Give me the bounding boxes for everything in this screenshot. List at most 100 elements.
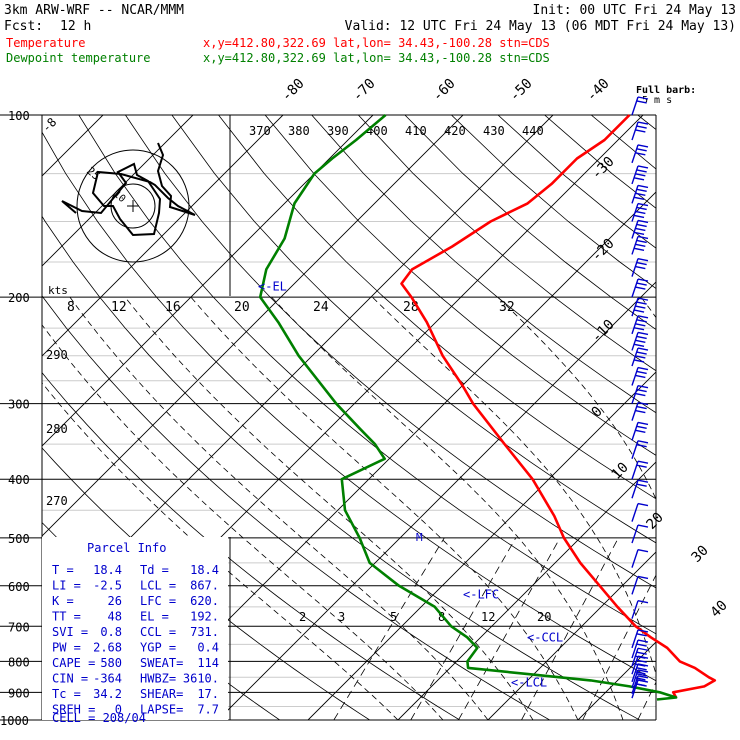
pressure-tick-label: 100 [8, 109, 30, 123]
wind-barb [631, 401, 649, 421]
wind-barb [631, 202, 649, 222]
model-title: 3km ARW-WRF -- NCAR/MMM [4, 3, 184, 18]
wind-barb-feather [637, 202, 649, 207]
wind-barb-feather [636, 351, 647, 355]
wind-barb-feather [636, 169, 647, 173]
upper-scale-label: 24 [313, 300, 329, 315]
wind-barb-feather [637, 421, 649, 426]
dry-adiabat-line [42, 371, 460, 720]
wind-barb-staff [631, 461, 639, 480]
theta-label: 440 [522, 124, 544, 138]
wind-barb-feather [635, 152, 646, 156]
wind-barb-feather [637, 121, 649, 125]
isotherm-label: -60 [430, 76, 459, 105]
hodograph-unit-label: kts [48, 284, 68, 297]
wind-barb-feather [637, 675, 649, 679]
isotherm-line [42, 115, 284, 357]
mixing-ratio-line [710, 538, 740, 720]
wind-barb-feather [636, 683, 647, 687]
wind-barb-feather [635, 192, 646, 197]
wind-barb-feather [637, 647, 649, 651]
wind-barb-staff [631, 96, 639, 116]
wind-barb-staff [631, 440, 639, 459]
wind-barb-feather [637, 460, 649, 464]
theta-label: 370 [249, 124, 271, 138]
theta-label: 420 [444, 124, 466, 138]
wind-barb [631, 440, 649, 459]
parcel-info-cell-0: LI = [52, 579, 81, 593]
isotherm-label: 40 [708, 598, 731, 621]
wind-barb-feather [637, 219, 649, 224]
wind-barb-staff [631, 258, 639, 277]
pressure-tick-label: 800 [8, 655, 30, 669]
wind-barb-staff [631, 297, 639, 317]
wind-barb-feather [636, 651, 647, 655]
wind-barb-feather [637, 366, 649, 371]
wind-barb [631, 384, 649, 404]
parcel-info-cell-2: HWBZ= [140, 672, 176, 686]
dewpoint-trace [258, 114, 678, 701]
wind-barb-staff [631, 639, 639, 659]
wind-barb-staff [631, 524, 639, 544]
wind-barb-feather [633, 214, 645, 219]
wind-barb-feather [633, 343, 645, 348]
wind-barb-feather [636, 370, 647, 375]
wind-barb-feather [637, 165, 649, 169]
isotherm-line [668, 115, 740, 720]
wind-barb-staff [631, 648, 639, 667]
wind-barb-feather [636, 444, 647, 448]
wind-barb [631, 669, 649, 689]
upper-scale-label: 16 [165, 300, 181, 315]
wind-barb [631, 479, 649, 499]
wind-barb-feather [637, 629, 649, 633]
moist-adiabat-line [497, 296, 656, 501]
pressure-tick-label: 1000 [0, 714, 29, 728]
isotherm-line [217, 281, 656, 720]
wind-barb-staff [631, 663, 639, 683]
theta-label: 400 [366, 124, 388, 138]
wind-barb-feather [636, 425, 647, 430]
mixing-ratio-label: 8 [438, 610, 445, 624]
wind-barb-feather [636, 223, 647, 228]
theta-label: 390 [327, 124, 349, 138]
wind-barb-feather [636, 125, 647, 129]
isotherm-label: -80 [279, 76, 308, 105]
parcel-info-cell-3: 7.7 [197, 703, 219, 717]
level-m-label: M [416, 531, 423, 544]
wind-barb-staff [631, 503, 639, 522]
wind-barb-feather [633, 309, 645, 313]
parcel-info-cell-2: LAPSE= [140, 703, 183, 717]
isotherm-line [42, 115, 194, 267]
wind-barb [631, 599, 649, 619]
wind-barb-feather [636, 673, 647, 677]
wind-barb-feather [635, 265, 646, 270]
theta-side-label: 280 [46, 422, 68, 436]
parcel-info-cell-3: 3610. [183, 672, 219, 686]
wind-barb-staff [631, 121, 639, 141]
wind-barb-feather [637, 639, 649, 643]
wind-barb-feather [635, 286, 646, 290]
level-ccl-label: <-CCL [527, 631, 563, 645]
theta-side-label: 270 [46, 494, 68, 508]
wind-barb [631, 548, 649, 568]
wind-barb-feather [636, 659, 647, 663]
isotherm-label: -30 [589, 154, 618, 183]
hodograph-trace [61, 142, 196, 237]
wind-barb-staff [631, 236, 639, 255]
wind-barb-feather [636, 282, 647, 286]
parcel-info-cell-0: T = [52, 563, 74, 577]
wind-barb-staff [631, 629, 639, 649]
parcel-info-cell-1: -2.5 [93, 579, 122, 593]
wind-barb-feather [636, 633, 647, 637]
dry-adiabat-line [684, 115, 740, 720]
parcel-info-cell-0: CIN = [52, 672, 88, 686]
wind-barb-feather [635, 173, 646, 177]
dry-adiabat-line [590, 115, 656, 170]
wind-barb-feather [637, 655, 649, 659]
parcel-info-cell-2: SWEAT= [140, 656, 183, 670]
wind-barb-feather [637, 235, 649, 240]
wind-barb-feather [635, 129, 646, 133]
mixing-ratio-line [410, 537, 517, 720]
wind-barb-feather [633, 231, 645, 236]
wind-barb-feather [636, 667, 647, 671]
